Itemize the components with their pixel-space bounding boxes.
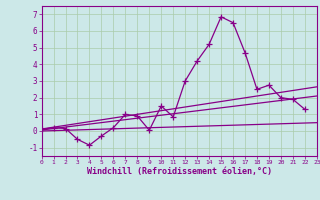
X-axis label: Windchill (Refroidissement éolien,°C): Windchill (Refroidissement éolien,°C) — [87, 167, 272, 176]
